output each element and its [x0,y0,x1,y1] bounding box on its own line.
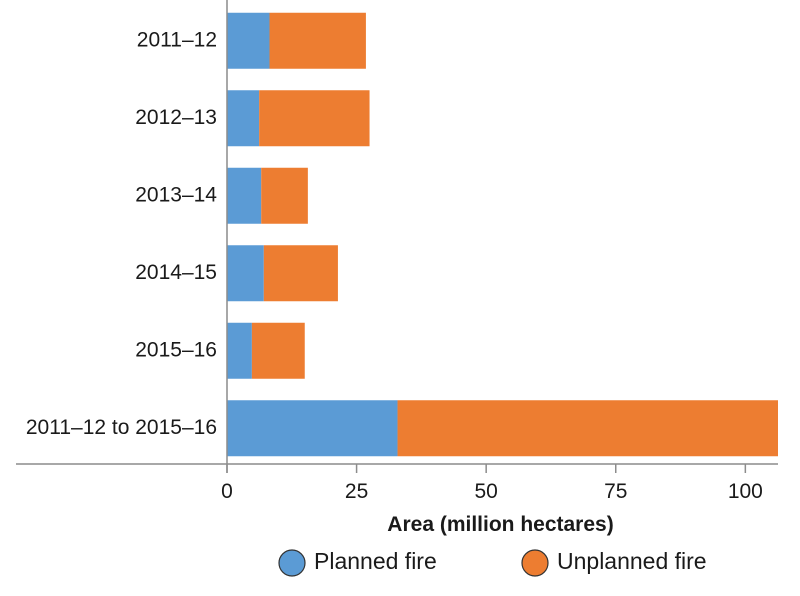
bar-unplanned-fire-2011-12 [269,12,366,69]
category-labels: 2011–12 2012–13 2013–14 2014–15 2015–16 2011–… [26,28,217,439]
bar-planned-fire-2012-13 [227,90,260,147]
bar-planned-fire-2015-16 [227,322,252,379]
category-label: 2014–15 [135,261,217,284]
category-label: 2011–12 to 2015–16 [26,416,217,439]
x-tick-label: 50 [474,480,497,503]
legend-swatch-planned-fire [278,549,306,577]
bar-unplanned-fire-2012-13 [259,90,370,147]
x-axis-title: Area (million hectares) [387,513,613,536]
x-tick-label: 75 [604,480,627,503]
category-label: 2012–13 [135,106,217,129]
bar-unplanned-fire-2013-14 [261,167,308,224]
bar-unplanned-fire-2011-12-to-2015-16 [397,400,778,457]
bar-planned-fire-2013-14 [227,167,262,224]
x-tick-label: 100 [728,480,763,503]
x-ticks: 0 25 50 75 100 [221,464,763,503]
legend: Planned fire Unplanned fire [278,548,707,577]
legend-swatch-unplanned-fire [521,549,549,577]
category-label: 2013–14 [135,183,217,206]
legend-label-unplanned-fire: Unplanned fire [557,548,707,574]
bar-planned-fire-2011-12-to-2015-16 [227,400,398,457]
category-label: 2015–16 [135,338,217,361]
x-tick-label: 0 [221,480,233,503]
bars-group [227,12,778,457]
bar-planned-fire-2011-12 [227,12,270,69]
bar-unplanned-fire-2015-16 [251,322,305,379]
bar-planned-fire-2014-15 [227,245,264,302]
category-label: 2011–12 [137,28,217,51]
x-tick-label: 25 [345,480,368,503]
bar-unplanned-fire-2014-15 [263,245,338,302]
legend-label-planned-fire: Planned fire [314,548,437,574]
